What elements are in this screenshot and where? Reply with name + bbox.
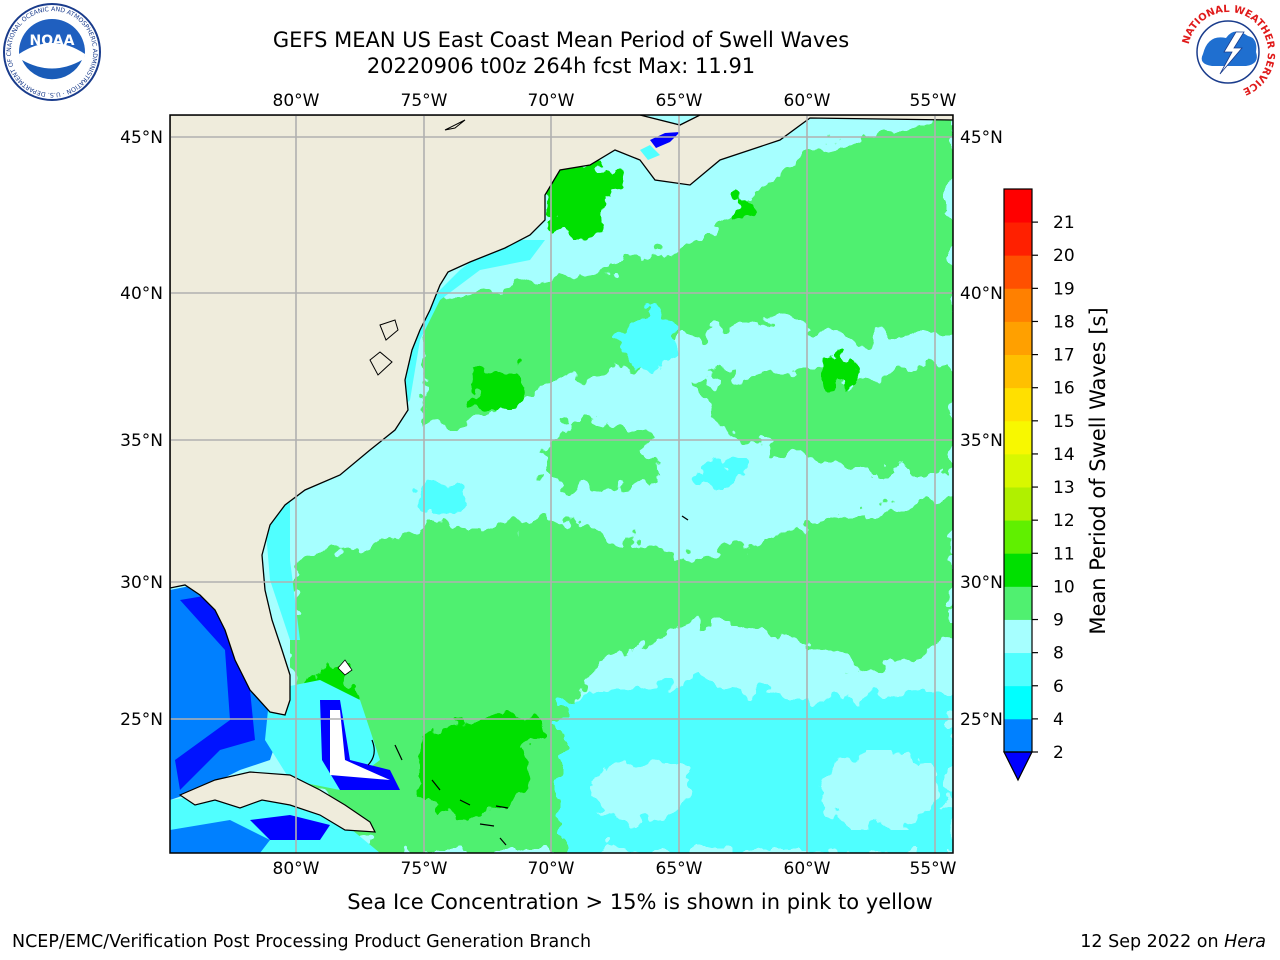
lat-label: 25°N bbox=[960, 710, 1003, 730]
lon-label: 55°W bbox=[910, 859, 957, 879]
swell-period-field bbox=[290, 115, 953, 853]
colorbar-tick-label: 4 bbox=[1053, 710, 1064, 730]
bay-of-fundy-low bbox=[650, 132, 680, 148]
footer-date: 12 Sep 2022 on Hera bbox=[1080, 932, 1266, 952]
lat-label: 35°N bbox=[960, 431, 1003, 451]
lon-label: 60°W bbox=[784, 859, 831, 879]
lon-label: 75°W bbox=[401, 91, 448, 111]
colorbar-tick-label: 17 bbox=[1053, 346, 1075, 366]
colorbar-segment bbox=[1004, 189, 1032, 223]
lon-label: 70°W bbox=[528, 91, 575, 111]
lat-labels-left: 45°N 40°N 35°N 30°N 25°N bbox=[120, 128, 163, 730]
bahamas-islands bbox=[367, 739, 509, 846]
lon-labels-top: 80°W 75°W 70°W 65°W 60°W 55°W bbox=[273, 91, 957, 111]
colorbar-tick-label: 20 bbox=[1053, 246, 1075, 266]
land bbox=[170, 115, 953, 846]
lon-label: 65°W bbox=[656, 91, 703, 111]
colorbar-tick-label: 6 bbox=[1053, 677, 1064, 697]
colorbar-segment bbox=[1004, 718, 1032, 753]
lon-label: 80°W bbox=[273, 859, 320, 879]
lon-label: 70°W bbox=[528, 859, 575, 879]
chart-title: GEFS MEAN US East Coast Mean Period of S… bbox=[272, 28, 850, 52]
map-area bbox=[170, 115, 953, 853]
footer-machine: Hera bbox=[1224, 932, 1266, 952]
colorbar-tick-label: 13 bbox=[1053, 478, 1075, 498]
lon-labels-bottom: 80°W 75°W 70°W 65°W 60°W 55°W bbox=[273, 859, 957, 879]
cuba bbox=[178, 771, 377, 833]
nws-logo: NATIONAL WEATHER SERVICE bbox=[1180, 4, 1276, 100]
colorbar-segment bbox=[1004, 619, 1032, 654]
lat-label: 45°N bbox=[120, 128, 163, 148]
gulf-field bbox=[170, 585, 400, 853]
colorbar-segment bbox=[1004, 586, 1032, 620]
colorbar-segment bbox=[1004, 288, 1032, 322]
colorbar-segment bbox=[1004, 685, 1032, 720]
lon-label: 75°W bbox=[401, 859, 448, 879]
colorbar-segment bbox=[1004, 255, 1032, 289]
colorbar-tick-label: 11 bbox=[1053, 544, 1075, 564]
noaa-logo: NATIONAL OCEANIC AND ATMOSPHERIC ADMINIS… bbox=[2, 2, 101, 101]
colorbar-label: Mean Period of Swell Waves [s] bbox=[1086, 307, 1110, 634]
colorbar-tick-label: 14 bbox=[1053, 445, 1075, 465]
lon-label: 80°W bbox=[273, 91, 320, 111]
colorbar-tick-label: 19 bbox=[1053, 279, 1075, 299]
noaa-logo-text: NOAA bbox=[30, 33, 75, 49]
lat-label: 35°N bbox=[120, 431, 163, 451]
colorbar-tick-label: 2 bbox=[1053, 743, 1064, 763]
colorbar-tick-label: 8 bbox=[1053, 644, 1064, 664]
lat-labels-right: 45°N 40°N 35°N 30°N 25°N bbox=[960, 128, 1003, 730]
colorbar-under-triangle bbox=[1003, 751, 1033, 782]
colorbar-tick-label: 16 bbox=[1053, 379, 1075, 399]
colorbar-segment bbox=[1004, 453, 1032, 488]
colorbar-segment bbox=[1004, 354, 1032, 389]
lat-label: 30°N bbox=[960, 573, 1003, 593]
north-america-landmass bbox=[170, 115, 953, 716]
lat-label: 30°N bbox=[120, 573, 163, 593]
colorbar-segment bbox=[1004, 520, 1032, 554]
chart-subtitle: 20220906 t00z 264h fcst Max: 11.91 bbox=[366, 54, 756, 78]
colorbar-segment bbox=[1004, 420, 1032, 455]
sea-ice-note: Sea Ice Concentration > 15% is shown in … bbox=[347, 890, 933, 914]
colorbar-tick-label: 12 bbox=[1053, 511, 1075, 531]
colorbar-segment bbox=[1004, 553, 1032, 587]
colorbar-segment bbox=[1004, 652, 1032, 687]
gridlines bbox=[170, 115, 953, 853]
colorbar-segment bbox=[1004, 387, 1032, 422]
colorbar: 2 4 6 8 9 10 11 12 13 14 15 16 17 18 19 20 21 Mean Perio… bbox=[1003, 188, 1110, 782]
colorbar-tick-label: 18 bbox=[1053, 312, 1075, 332]
colorbar-segment bbox=[1004, 487, 1032, 521]
colorbar-segment bbox=[1004, 321, 1032, 355]
lat-label: 25°N bbox=[120, 710, 163, 730]
map-frame bbox=[169, 114, 954, 854]
footer-credit: NCEP/EMC/Verification Post Processing Pr… bbox=[12, 932, 592, 952]
colorbar-tick-label: 21 bbox=[1053, 213, 1075, 233]
lat-label: 40°N bbox=[120, 284, 163, 304]
colorbar-tick-label: 15 bbox=[1053, 412, 1075, 432]
lat-label: 45°N bbox=[960, 128, 1003, 148]
colorbar-segment bbox=[1004, 222, 1032, 256]
colorbar-tick-label: 10 bbox=[1053, 577, 1075, 597]
colorbar-frame bbox=[1003, 188, 1033, 753]
footer-date-text: 12 Sep 2022 on bbox=[1080, 932, 1225, 952]
lat-label: 40°N bbox=[960, 284, 1003, 304]
colorbar-tick-label: 9 bbox=[1053, 611, 1064, 631]
lon-label: 65°W bbox=[656, 859, 703, 879]
lon-label: 55°W bbox=[910, 91, 957, 111]
lon-label: 60°W bbox=[784, 91, 831, 111]
